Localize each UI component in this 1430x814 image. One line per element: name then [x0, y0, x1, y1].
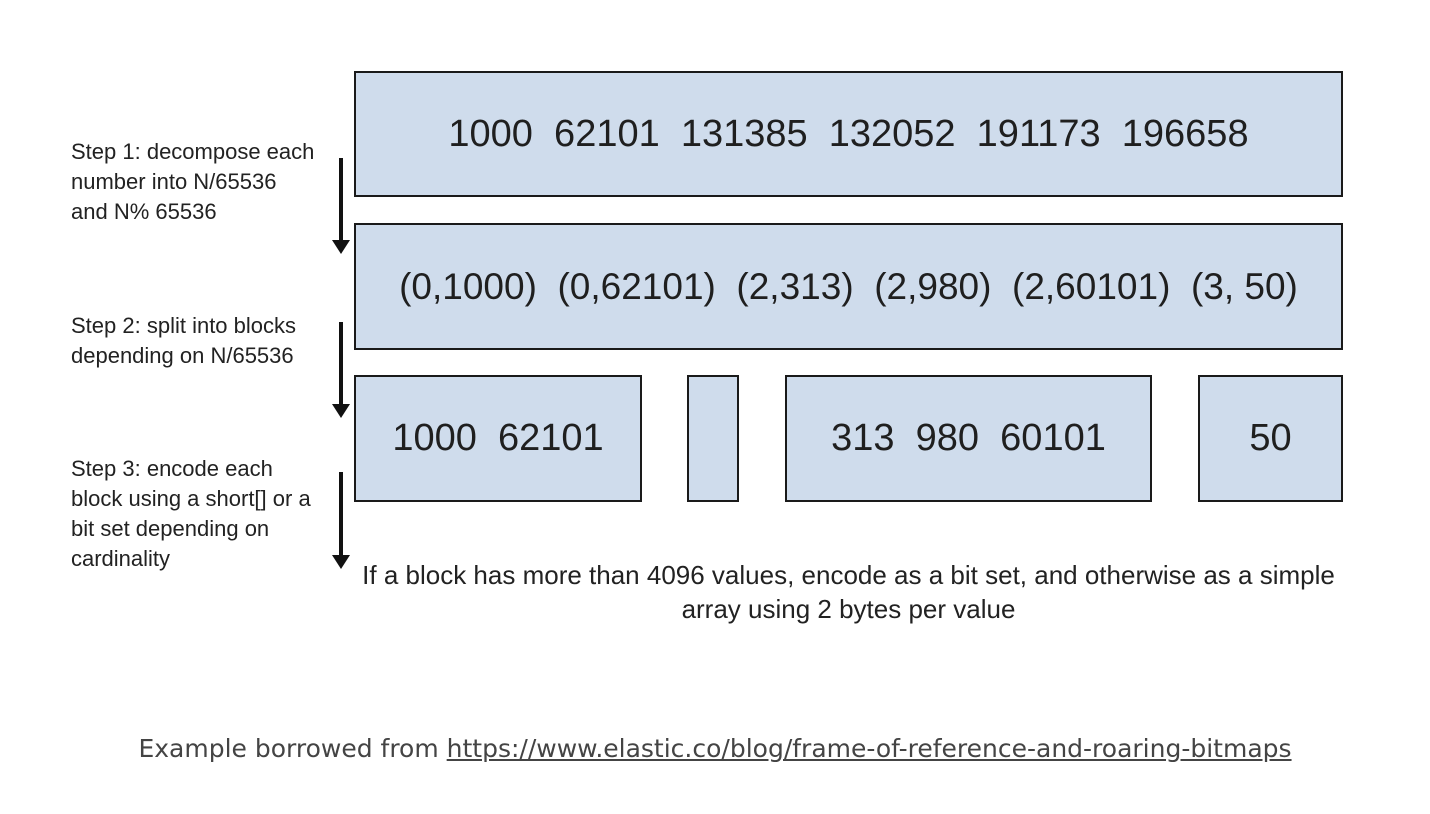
source-link[interactable]: https://www.elastic.co/blog/frame-of-ref…: [446, 734, 1292, 763]
step-1-arrow-icon: [332, 158, 350, 254]
caption: Example borrowed from https://www.elasti…: [0, 734, 1430, 763]
step-3-arrow-icon: [332, 472, 350, 569]
block-1-empty: [687, 375, 739, 502]
pairs-text: (0,1000) (0,62101) (2,313) (2,980) (2,60…: [399, 265, 1298, 307]
step-2-label: Step 2: split into blocks depending on N…: [71, 313, 297, 368]
block-3-text: 50: [1249, 417, 1292, 459]
step-3-label: Step 3: encode each block using a short[…: [71, 456, 311, 571]
encoding-note: If a block has more than 4096 values, en…: [362, 560, 1335, 624]
numbers-row: 1000 62101 131385 132052 191173 196658: [354, 71, 1343, 197]
block-0-text: 1000 62101: [392, 417, 604, 459]
block-2: 313 980 60101: [785, 375, 1152, 502]
numbers-text: 1000 62101 131385 132052 191173 196658: [448, 112, 1249, 155]
step-2-arrow-icon: [332, 322, 350, 418]
caption-prefix: Example borrowed from: [138, 734, 447, 763]
block-3: 50: [1198, 375, 1343, 502]
block-2-text: 313 980 60101: [831, 417, 1106, 459]
block-0: 1000 62101: [354, 375, 642, 502]
pairs-row: (0,1000) (0,62101) (2,313) (2,980) (2,60…: [354, 223, 1343, 350]
step-1-label: Step 1: decompose each number into N/655…: [71, 139, 315, 224]
